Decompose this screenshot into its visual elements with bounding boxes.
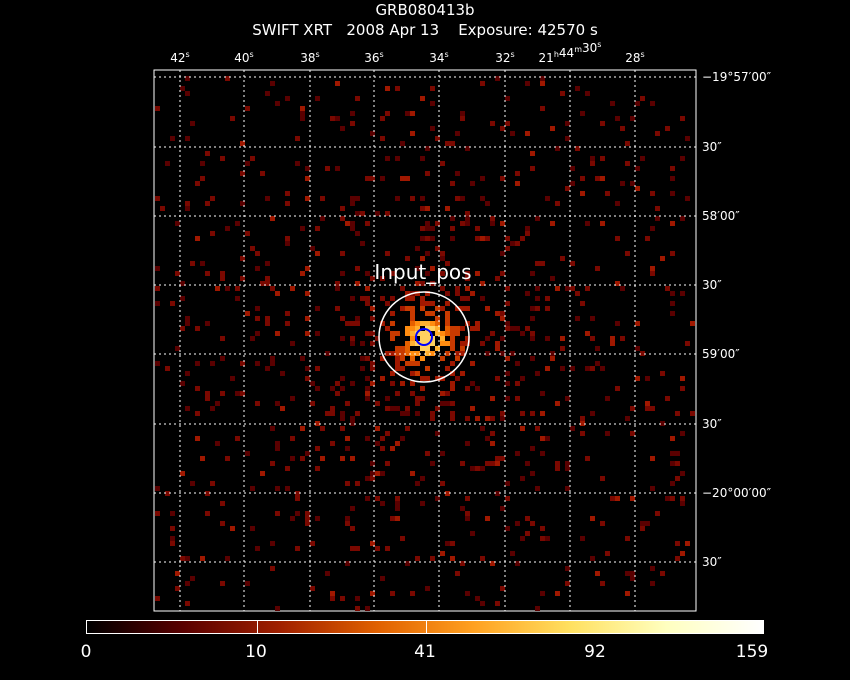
ra-tick-label: 38s (300, 50, 319, 65)
source-extraction-circle (378, 291, 470, 383)
colorbar (86, 620, 764, 634)
dec-tick-label: 30″ (702, 140, 722, 154)
source-label: Input_pos (374, 260, 471, 284)
colorbar-tick-label: 41 (414, 642, 436, 662)
image-title: GRB080413b (375, 1, 475, 19)
ra-tick-label: 28s (625, 50, 644, 65)
colorbar-tick-label: 0 (80, 642, 92, 662)
dec-tick-label: 30″ (702, 417, 722, 431)
counts-map (155, 76, 695, 611)
colorbar-tick (257, 621, 258, 633)
input-position-circle (415, 328, 433, 346)
ra-tick-label: 32s (495, 50, 514, 65)
dec-tick-label: 30″ (702, 555, 722, 569)
colorbar-tick-label: 92 (584, 642, 606, 662)
dec-tick-label: 30″ (702, 278, 722, 292)
colorbar-tick (426, 621, 427, 633)
observation-info: SWIFT XRT 2008 Apr 13 Exposure: 42570 s (252, 21, 598, 39)
dec-tick-label: −19°57′00″ (702, 70, 772, 84)
ra-tick-label: 36s (364, 50, 383, 65)
colorbar-tick-label: 10 (245, 642, 267, 662)
dec-axis-labels: −19°57′00″ 30″ 58′00″ 30″ 59′00″ 30″ −20°00′00… (702, 70, 772, 569)
ra-tick-label: 42s (170, 50, 189, 65)
colorbar-tick-label: 159 (735, 642, 769, 662)
ra-tick-label: 21h44m30s (539, 40, 602, 65)
ra-tick-label: 34s (429, 50, 448, 65)
ra-axis-labels: 42s 40s 38s 36s 34s 32s 21h44m30s 28s (170, 40, 644, 65)
coordinate-grid (154, 70, 696, 611)
dec-tick-label: 58′00″ (702, 209, 740, 223)
dec-tick-label: 59′00″ (702, 347, 740, 361)
ra-tick-label: 40s (234, 50, 253, 65)
dec-tick-label: −20°00′00″ (702, 486, 772, 500)
